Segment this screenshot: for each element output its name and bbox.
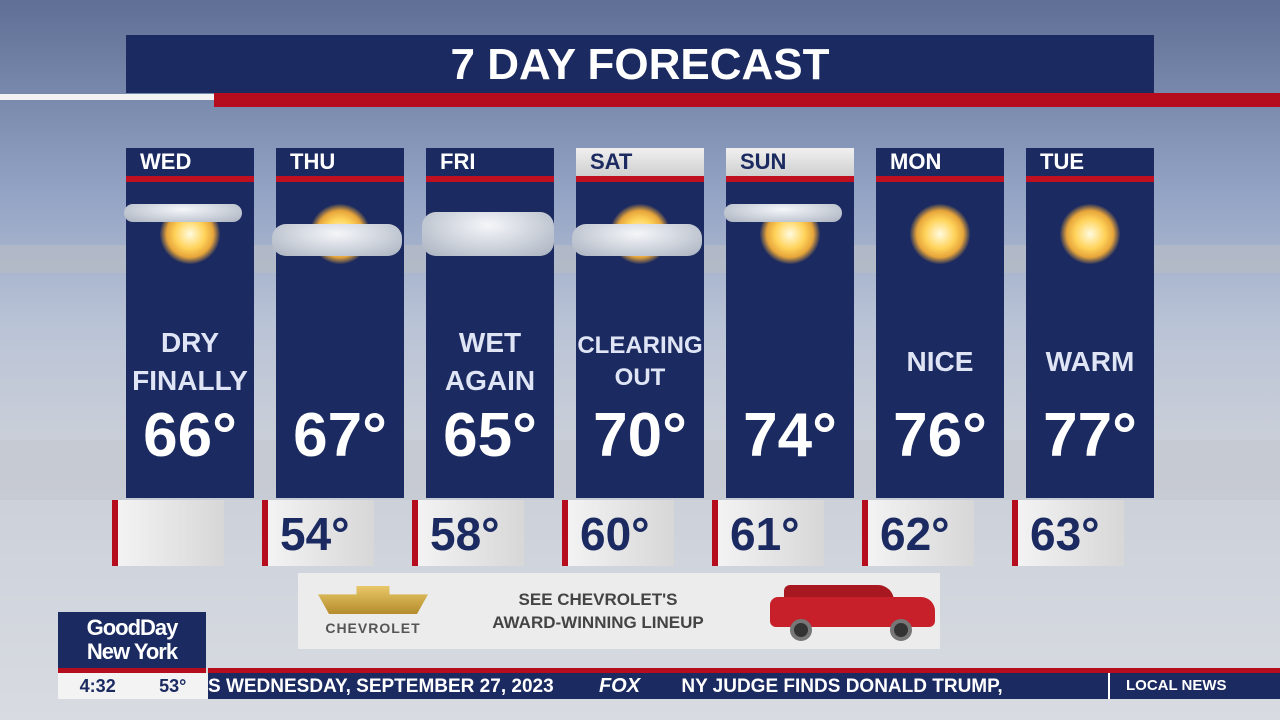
forecast-day-thu: THU 67° xyxy=(272,148,404,498)
high-temp: 74° xyxy=(743,401,837,470)
show-logo-line-2: New York xyxy=(86,639,178,664)
current-temp: 53° xyxy=(159,675,187,696)
divider xyxy=(58,668,206,673)
cloud-icon xyxy=(124,204,242,222)
divider xyxy=(426,176,554,182)
forecast-description-line: WARM xyxy=(1045,346,1135,377)
forecast-description: CLEARING OUT xyxy=(576,312,704,412)
divider xyxy=(1026,176,1154,182)
show-logo-line-1: GoodDay xyxy=(86,615,179,640)
high-temp: 76° xyxy=(893,401,987,470)
cloud-icon xyxy=(422,212,554,256)
forecast-description-line: AGAIN xyxy=(444,365,536,396)
high-temp: 65° xyxy=(443,401,537,470)
sun-icon xyxy=(876,182,1004,312)
forecast-description xyxy=(276,312,404,412)
cloud-icon xyxy=(272,224,402,256)
day-label: TUE xyxy=(1040,149,1084,174)
forecast-description: WARM xyxy=(1026,312,1154,412)
forecast-title: 7 DAY FORECAST xyxy=(126,35,1154,93)
day-label: WED xyxy=(140,149,192,174)
day-label: SUN xyxy=(726,148,854,176)
cloud-icon xyxy=(724,204,842,222)
sun-with-thin-cloud-icon xyxy=(124,182,254,312)
forecast-description-line: CLEARING xyxy=(577,332,703,359)
forecast-description-line: OUT xyxy=(614,364,666,391)
chevrolet-ad[interactable]: CHEVROLET SEE CHEVROLET'S AWARD-WINNING … xyxy=(298,573,940,649)
forecast-description-line: NICE xyxy=(906,346,974,377)
divider xyxy=(208,668,1280,673)
day-label: SAT xyxy=(576,148,704,176)
ticker-section: LOCAL NEWS xyxy=(1108,673,1280,699)
low-temp: 58° xyxy=(412,500,524,566)
divider xyxy=(214,93,1280,107)
ad-line-2: AWARD-WINNING LINEUP xyxy=(492,613,704,632)
forecast-day-tue: TUE WARM 77° xyxy=(1026,148,1154,498)
low-temp xyxy=(112,500,224,566)
low-temp: 62° xyxy=(862,500,974,566)
sun-icon xyxy=(1060,204,1120,264)
divider xyxy=(726,176,854,182)
news-ticker: S WEDNESDAY, SEPTEMBER 27, 2023 FOX NY J… xyxy=(208,673,1280,699)
show-logo: GoodDay New York xyxy=(58,612,206,668)
low-temp: 60° xyxy=(562,500,674,566)
high-temp: 67° xyxy=(293,401,387,470)
forecast-description-line: DRY xyxy=(160,327,220,358)
forecast-description-line: WET xyxy=(458,327,522,358)
forecast-day-sat: SAT CLEARING OUT 70° xyxy=(572,148,704,498)
divider xyxy=(0,94,214,100)
chevrolet-logo: CHEVROLET xyxy=(298,586,448,636)
forecast-description: NICE xyxy=(876,312,1004,412)
forecast-description: WET AGAIN xyxy=(426,312,554,412)
high-temp: 70° xyxy=(593,401,687,470)
day-label: FRI xyxy=(440,149,476,174)
bowtie-icon xyxy=(318,586,428,614)
ticker-headline: NY JUDGE FINDS DONALD TRUMP, xyxy=(681,676,1003,697)
ad-brand: CHEVROLET xyxy=(325,620,421,636)
sun-icon xyxy=(1026,182,1154,312)
ad-line-1: SEE CHEVROLET'S xyxy=(518,590,678,609)
partly-cloudy-icon xyxy=(272,182,404,312)
time-temp: 4:32 53° xyxy=(58,673,208,699)
cloudy-icon xyxy=(422,182,554,312)
day-label: MON xyxy=(890,149,942,174)
ticker-date: S WEDNESDAY, SEPTEMBER 27, 2023 xyxy=(208,676,554,697)
high-temp: 77° xyxy=(1043,401,1137,470)
divider xyxy=(576,176,704,182)
forecast-day-fri: FRI WET AGAIN 65° xyxy=(422,148,554,498)
ad-text: SEE CHEVROLET'S AWARD-WINNING LINEUP xyxy=(448,588,748,634)
divider xyxy=(876,176,1004,182)
forecast-description-line: FINALLY xyxy=(132,365,248,396)
low-temp: 54° xyxy=(262,500,374,566)
cloud-icon xyxy=(572,224,702,256)
fox-logo: FOX xyxy=(598,675,641,697)
sun-icon xyxy=(910,204,970,264)
clock-time: 4:32 xyxy=(79,675,116,696)
car-image xyxy=(770,583,940,641)
sun-with-thin-cloud-icon xyxy=(724,182,854,312)
divider xyxy=(276,176,404,182)
forecast-day-mon: MON NICE 76° xyxy=(876,148,1004,498)
forecast-description xyxy=(726,312,854,412)
day-label: THU xyxy=(290,149,336,174)
forecast-day-sun: SUN 74° xyxy=(724,148,854,498)
partly-cloudy-icon xyxy=(572,182,704,312)
forecast-day-wed: WED DRY FINALLY 66° xyxy=(124,148,254,498)
divider xyxy=(126,176,254,182)
low-temp: 63° xyxy=(1012,500,1124,566)
low-temp: 61° xyxy=(712,500,824,566)
high-temp: 66° xyxy=(143,401,237,470)
forecast-description: DRY FINALLY xyxy=(126,312,254,412)
